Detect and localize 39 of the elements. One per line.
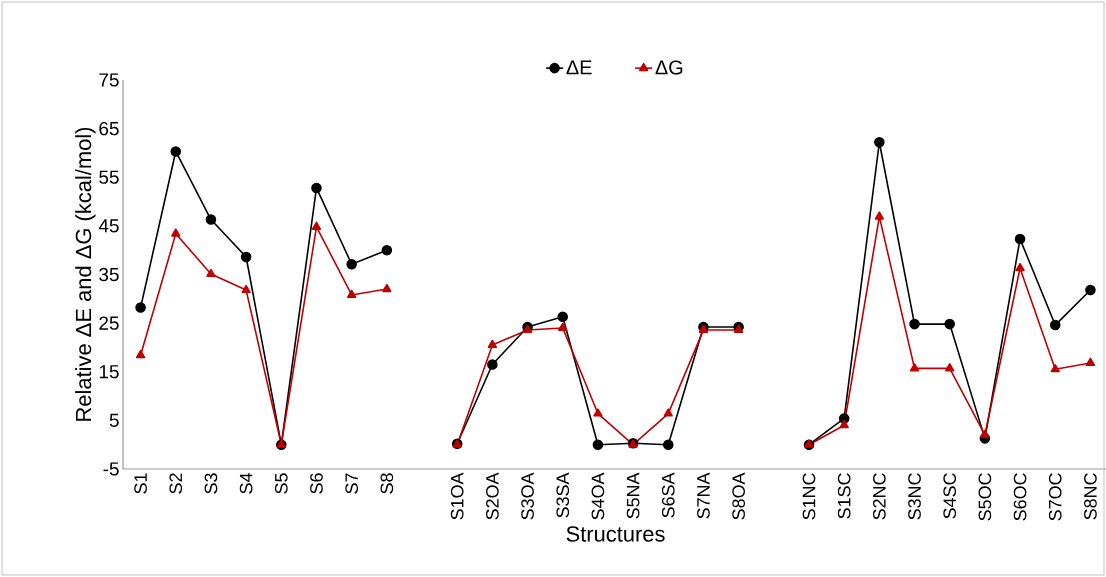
legend-label: ΔG [655,60,683,75]
y-tick-label: 45 [98,219,119,233]
y-tick-label: 5 [109,413,119,427]
y-tick-label: 15 [99,365,119,379]
x-tick-label: S5 [274,473,288,494]
x-tick-label: S4OA [591,472,605,520]
y-tick-label: 75 [99,73,119,87]
y-tick-label: 25 [99,316,119,330]
x-tick-label: S8 [380,473,394,494]
x-tick-label: S4 [239,473,253,494]
x-tick-label: S3SA [556,472,570,518]
x-tick-label: S8NC [1084,473,1097,520]
x-tick-label: S8OA [732,472,745,520]
x-tick-label: S3NC [908,473,921,520]
y-tick-label: -5 [103,462,119,476]
y-tick-label: 55 [99,170,119,184]
x-axis-title: Structures [566,526,665,542]
x-tick-label: S3 [204,473,218,494]
y-axis-title: Relative ΔE and ΔG (kcal/mol) [75,127,96,421]
x-tick-label: S6 [310,473,323,494]
x-tick-label: S4SC [943,473,957,519]
x-tick-label: S2 [169,473,183,494]
x-tick-label: S5NA [626,472,640,519]
x-tick-label: S7OC [1048,473,1062,521]
x-tick-label: S5OC [978,473,992,521]
x-tick-label: S1NC [802,473,816,520]
x-tick-label: S1 [134,473,147,494]
x-tick-label: S3OA [521,472,534,520]
legend-label: ΔE [566,60,592,75]
x-tick-label: S2OA [486,472,499,520]
x-tick-label: S1SC [837,473,851,519]
y-tick-label: 35 [99,267,119,282]
x-tick-label: S1OA [450,472,464,520]
x-tick-label: S6OC [1013,473,1027,521]
x-tick-label: S2NC [872,473,886,520]
x-tick-label: S7 [345,473,359,494]
y-tick-label: 65 [99,121,119,136]
x-tick-label: S6SA [661,472,675,518]
x-tick-label: S7NA [697,472,710,519]
